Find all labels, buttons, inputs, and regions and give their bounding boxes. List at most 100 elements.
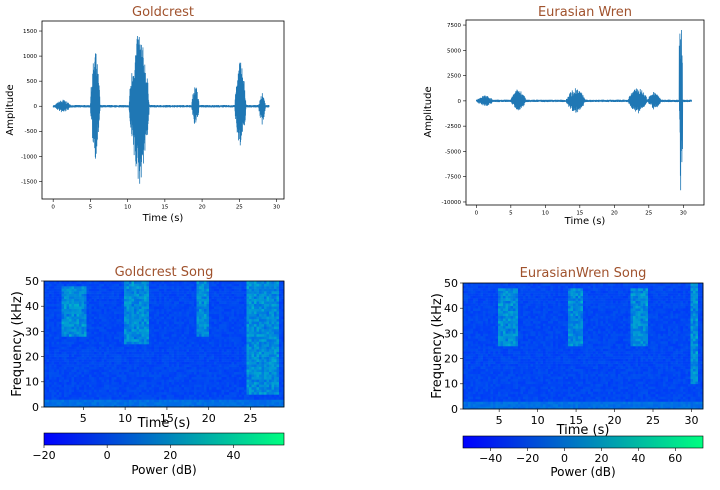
y-tick-label: 0 [32, 401, 39, 414]
colorbar-tick-label: −40 [479, 452, 502, 465]
y-tick-label: -10000 [442, 200, 462, 206]
y-tick-label: 20 [444, 352, 458, 365]
x-tick-label: 15 [569, 414, 583, 427]
wren-spec-ylabel: Frequency (kHz) [430, 293, 445, 399]
y-tick-label: 20 [25, 350, 39, 363]
x-tick-label: 20 [202, 412, 216, 425]
x-tick-label: 30 [680, 211, 687, 217]
x-tick-label: 15 [161, 205, 168, 211]
colorbar-tick-label: 0 [104, 449, 111, 462]
goldcrest-spectrogram-panel: Goldcrest Song 0 10 20 30 40 50 5 10 15 20 25 Tim… [10, 265, 285, 477]
y-tick-label: 0 [34, 104, 38, 110]
wren-colorbar-label: Power (dB) [550, 465, 615, 479]
goldcrest-ylabel: Amplitude [5, 84, 16, 135]
goldcrest-waveform-line [52, 36, 270, 184]
goldcrest-plot-frame [41, 20, 285, 200]
y-tick-label: 30 [444, 327, 458, 340]
goldcrest-spectrogram-image [44, 281, 285, 408]
wren-plot-frame [465, 19, 705, 206]
colorbar-tick-label: −20 [32, 449, 55, 462]
x-tick-label: 25 [244, 412, 258, 425]
wren-spec-x-ticks: 5 10 15 20 25 30 [496, 409, 698, 427]
x-tick-label: 10 [531, 414, 545, 427]
x-tick-label: 5 [89, 205, 93, 211]
y-tick-label: -7500 [445, 175, 461, 181]
goldcrest-colorbar-label: Power (dB) [131, 463, 196, 477]
y-tick-label: 1500 [23, 29, 37, 35]
x-tick-label: 30 [684, 414, 698, 427]
goldcrest-waveform-panel: Goldcrest 1500 1000 500 0 -500 -1000 -1500 0 5 1… [5, 5, 285, 224]
colorbar-tick-label: 40 [631, 452, 645, 465]
y-tick-label: 40 [25, 300, 39, 313]
wren-title: Eurasian Wren [538, 5, 632, 20]
wren-colorbar [462, 435, 704, 449]
y-tick-label: 5000 [447, 48, 461, 54]
y-tick-label: 40 [444, 302, 458, 315]
colorbar-tick-label: 20 [594, 452, 608, 465]
colorbar-tick-label: −20 [516, 452, 539, 465]
y-tick-label: 500 [27, 79, 38, 85]
y-tick-label: 2500 [447, 74, 461, 80]
colorbar-tick-label: 20 [163, 449, 177, 462]
x-tick-label: 15 [576, 211, 583, 217]
y-tick-label: -5000 [445, 149, 461, 155]
goldcrest-colorbar [43, 432, 285, 446]
goldcrest-song-title: Goldcrest Song [115, 265, 214, 280]
colorbar-tick-label: 40 [226, 449, 240, 462]
x-tick-label: 5 [509, 211, 513, 217]
goldcrest-y-ticks: 1500 1000 500 0 -500 -1000 -1500 [21, 29, 42, 185]
goldcrest-title: Goldcrest [132, 5, 194, 20]
wren-spectrogram-panel: EurasianWren Song 0 10 20 30 40 50 5 10 15 20 25 3… [430, 266, 704, 479]
y-tick-label: 10 [25, 376, 39, 389]
y-tick-label: 30 [25, 325, 39, 338]
goldcrest-xlabel: Time (s) [142, 213, 184, 224]
goldcrest-spectrogram-frame [43, 280, 285, 408]
wren-colorbar-ticks: −40 −20 0 20 40 60 [479, 448, 682, 465]
x-tick-label: 10 [542, 211, 549, 217]
x-tick-label: 20 [611, 211, 618, 217]
colorbar-tick-label: 0 [561, 452, 568, 465]
y-tick-label: 0 [458, 99, 462, 105]
x-tick-label: 30 [273, 205, 280, 211]
x-tick-label: 0 [51, 205, 55, 211]
wren-waveform-panel: Eurasian Wren 7500 5000 2500 0 -2500 -5000 -75… [423, 5, 705, 227]
y-tick-label: 10 [444, 378, 458, 391]
x-tick-label: 10 [124, 205, 131, 211]
x-tick-label: 10 [118, 412, 132, 425]
x-tick-label: 25 [236, 205, 243, 211]
wren-ylabel: Amplitude [423, 86, 434, 137]
y-tick-label: 0 [451, 403, 458, 416]
wren-waveform-line [475, 29, 692, 191]
wren-xlabel: Time (s) [564, 216, 606, 227]
x-tick-label: 0 [475, 211, 479, 217]
wren-spec-xlabel: Time (s) [556, 423, 610, 438]
goldcrest-spec-ylabel: Frequency (kHz) [10, 291, 25, 397]
colorbar-tick-label: 60 [668, 452, 682, 465]
x-tick-label: 25 [646, 414, 660, 427]
x-tick-label: 5 [80, 412, 87, 425]
y-tick-label: -500 [25, 129, 38, 135]
wren-y-ticks: 7500 5000 2500 0 -2500 -5000 -7500 -10000 [442, 23, 466, 206]
x-tick-label: 20 [199, 205, 206, 211]
x-tick-label: 15 [160, 412, 174, 425]
wren-spec-y-ticks: 0 10 20 30 40 50 [444, 277, 463, 416]
wren-spectrogram-image [463, 283, 704, 410]
x-tick-label: 5 [496, 414, 503, 427]
y-tick-label: 1000 [23, 54, 37, 60]
goldcrest-spec-xlabel: Time (s) [137, 416, 191, 431]
goldcrest-colorbar-ticks: −20 0 20 40 [32, 445, 240, 462]
y-tick-label: -1500 [21, 179, 37, 185]
wren-spectrogram-frame [462, 282, 704, 410]
x-tick-label: 25 [645, 211, 652, 217]
goldcrest-x-ticks: 0 5 10 15 20 25 30 [51, 199, 281, 211]
y-tick-label: 50 [444, 277, 458, 290]
goldcrest-spec-x-ticks: 5 10 15 20 25 [80, 407, 258, 425]
wren-song-title: EurasianWren Song [520, 266, 647, 281]
y-tick-label: -2500 [445, 124, 461, 130]
y-tick-label: 7500 [447, 23, 461, 29]
y-tick-label: -1000 [21, 154, 37, 160]
goldcrest-spec-y-ticks: 0 10 20 30 40 50 [25, 275, 44, 414]
wren-x-ticks: 0 5 10 15 20 25 30 [475, 205, 687, 217]
y-tick-label: 50 [25, 275, 39, 288]
